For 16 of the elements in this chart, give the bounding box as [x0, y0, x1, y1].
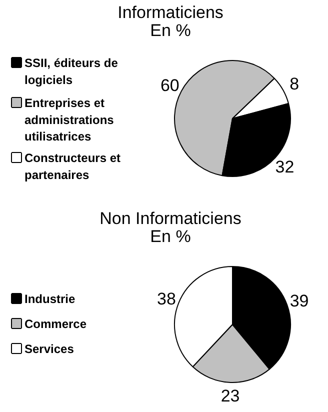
data-label: 39: [290, 291, 309, 310]
chart-subtitle: En %: [150, 227, 191, 246]
chart-title: Informaticiens: [118, 3, 224, 22]
legend-label: Constructeurs et partenaires: [24, 151, 121, 182]
data-label: 60: [160, 76, 180, 95]
legend-label: SSII, éditeurs de logiciels: [24, 56, 118, 87]
legend-label: Services: [24, 342, 74, 356]
data-label: 32: [275, 158, 294, 177]
data-label: 23: [220, 386, 240, 406]
chart-subtitle: En %: [150, 21, 191, 40]
legend-label: Industrie: [24, 292, 76, 306]
legend-label: Entreprises et administrations utilisatrices: [24, 96, 114, 144]
data-label: 8: [290, 74, 300, 94]
data-label: 38: [157, 289, 176, 308]
chart-title: Non Informaticiens: [100, 209, 242, 228]
legend-label: Commerce: [24, 317, 87, 331]
